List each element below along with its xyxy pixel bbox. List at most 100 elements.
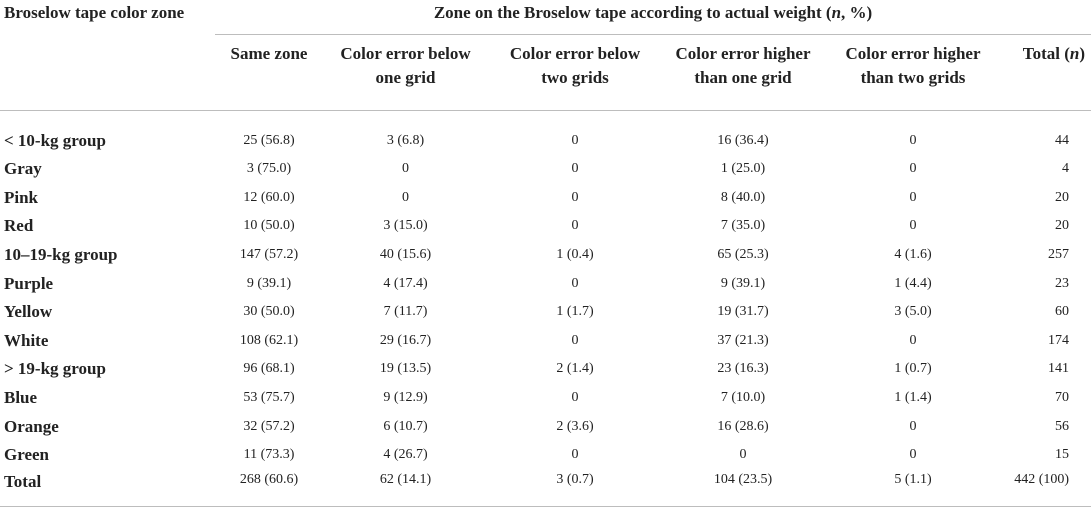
total-header-suffix: ) xyxy=(1079,44,1086,63)
column-header-line: Color error higher xyxy=(675,44,811,63)
table-cell: 29 (16.7) xyxy=(379,332,432,348)
column-header-higher-one: Color error higher than one grid xyxy=(662,34,824,111)
column-header-line: two grids xyxy=(541,68,609,87)
table-row: Total 268 (60.6) 62 (14.1) 3 (0.7) 104 (23.5… xyxy=(0,469,1091,507)
table-cell: 12 (60.0) xyxy=(243,189,295,205)
table-cell: 16 (28.6) xyxy=(717,418,769,434)
table-cell: 4 (1.6) xyxy=(894,247,932,263)
table-cell: 60 xyxy=(1055,304,1070,320)
column-header-higher-two: Color error higher than two grids xyxy=(824,34,1002,111)
spanning-header-italic: n xyxy=(831,3,842,22)
table-cell: 0 xyxy=(571,332,579,348)
table-cell: 3 (0.7) xyxy=(488,469,662,507)
table-cell: 268 (60.6) xyxy=(215,469,323,507)
table-cell: 0 xyxy=(909,218,917,234)
table-cell: 0 xyxy=(909,133,917,148)
table-cell: 141 xyxy=(1048,361,1070,377)
row-label: Yellow xyxy=(4,302,53,322)
table-cell: 65 (25.3) xyxy=(717,247,769,263)
table-row: Purple 9 (39.1) 4 (17.4) 0 9 (39.1) 1 (4.4) 23 xyxy=(0,269,1091,298)
table-cell: 1 (1.7) xyxy=(556,304,594,320)
table-cell: 0 xyxy=(571,447,579,463)
table-cell: 23 xyxy=(1055,275,1070,291)
table-cell: 7 (10.0) xyxy=(720,390,766,406)
table-cell: 0 xyxy=(909,418,917,434)
row-label: Red xyxy=(4,216,34,236)
table-cell: 0 xyxy=(571,161,579,177)
column-header-line: one grid xyxy=(375,68,436,87)
table-cell: 0 xyxy=(402,189,409,205)
table-cell: 19 (31.7) xyxy=(717,304,769,320)
table-row: Pink 12 (60.0) 0 0 8 (40.0) 0 20 xyxy=(0,184,1091,213)
table-cell: 4 (17.4) xyxy=(383,275,428,291)
table-cell: 4 (26.7) xyxy=(383,447,428,463)
table-cell: 9 (12.9) xyxy=(383,390,428,406)
row-label: Total xyxy=(0,469,215,507)
table-cell: 56 xyxy=(1055,418,1070,434)
column-header-line: Color error below xyxy=(509,44,641,63)
stub-column-header: Broselow tape color zone xyxy=(4,3,185,22)
column-header-total: Total (n) xyxy=(1002,34,1091,111)
table-cell: 104 (23.5) xyxy=(662,469,824,507)
table-cell: 25 (56.8) xyxy=(243,133,295,148)
column-header-below-two: Color error below two grids xyxy=(488,34,662,111)
table-cell: 0 xyxy=(571,390,579,406)
stub-header-spacer xyxy=(0,34,215,111)
table-cell: 1 (4.4) xyxy=(894,275,932,291)
table-cell: 1 (0.7) xyxy=(894,361,932,377)
table-cell: 3 (75.0) xyxy=(246,161,292,177)
column-header-line: Same zone xyxy=(230,44,308,63)
table-cell: 96 (68.1) xyxy=(243,361,295,377)
table-cell: 9 (39.1) xyxy=(720,275,766,291)
table-cell: 7 (11.7) xyxy=(383,304,428,320)
table-cell: 147 (57.2) xyxy=(239,247,299,263)
table-cell: 40 (15.6) xyxy=(379,247,432,263)
table-row: > 19-kg group 96 (68.1) 19 (13.5) 2 (1.4) 23… xyxy=(0,355,1091,384)
table-cell: 6 (10.7) xyxy=(383,418,428,434)
spanning-header-prefix: Zone on the Broselow tape according to a… xyxy=(433,3,832,22)
table-row: Red 10 (50.0) 3 (15.0) 0 7 (35.0) 0 20 xyxy=(0,212,1091,241)
row-label: Purple xyxy=(4,273,54,293)
row-label: Pink xyxy=(4,187,39,207)
table-row: Gray 3 (75.0) 0 0 1 (25.0) 0 4 xyxy=(0,155,1091,184)
table-cell: 0 xyxy=(909,161,917,177)
table-row: Yellow 30 (50.0) 7 (11.7) 1 (1.7) 19 (31.7) 3… xyxy=(0,298,1091,327)
table-cell: 11 (73.3) xyxy=(243,447,295,463)
row-label: 10–19-kg group xyxy=(4,245,118,265)
table-cell: 0 xyxy=(571,218,579,234)
column-header-line: Color error below xyxy=(340,44,471,63)
column-header-line: than one grid xyxy=(694,68,792,87)
table-cell: 19 (13.5) xyxy=(379,361,432,377)
table-cell: 0 xyxy=(571,133,579,148)
table-cell: 174 xyxy=(1048,332,1070,348)
table-cell: 0 xyxy=(909,447,917,463)
total-header-italic: n xyxy=(1069,44,1080,63)
table-cell: 23 (16.3) xyxy=(717,361,769,377)
table-row: < 10-kg group 25 (56.8) 3 (6.8) 0 16 (36.4) 0… xyxy=(0,111,1091,156)
table-body: < 10-kg group 25 (56.8) 3 (6.8) 0 16 (36.4) 0… xyxy=(0,111,1091,507)
table-cell: 3 (15.0) xyxy=(383,218,428,234)
column-header-line: Color error higher xyxy=(845,44,981,63)
table-cell: 10 (50.0) xyxy=(243,218,295,234)
table-cell: 1 (0.4) xyxy=(556,247,594,263)
row-label: < 10-kg group xyxy=(4,131,106,150)
row-label: Gray xyxy=(4,159,42,179)
table-cell: 3 (5.0) xyxy=(894,304,932,320)
table-row: Blue 53 (75.7) 9 (12.9) 0 7 (10.0) 1 (1.4) 70 xyxy=(0,384,1091,413)
table-row: Green 11 (73.3) 4 (26.7) 0 0 0 15 xyxy=(0,441,1091,470)
table-cell: 20 xyxy=(1055,218,1070,234)
table-cell: 5 (1.1) xyxy=(824,469,1002,507)
table-header: Broselow tape color zone Zone on the Bro… xyxy=(0,0,1091,111)
table-cell: 70 xyxy=(1055,390,1070,406)
table-row: Orange 32 (57.2) 6 (10.7) 2 (3.6) 16 (28.6) 0… xyxy=(0,412,1091,441)
table-cell: 108 (62.1) xyxy=(239,332,299,348)
table-row: White 108 (62.1) 29 (16.7) 0 37 (21.3) 0 174 xyxy=(0,327,1091,356)
row-label: Orange xyxy=(4,416,59,436)
table-cell: 44 xyxy=(1055,133,1070,148)
table-cell: 0 xyxy=(571,275,579,291)
table-cell: 0 xyxy=(909,189,917,205)
table-cell: 1 (1.4) xyxy=(894,390,932,406)
table-cell: 3 (6.8) xyxy=(386,133,425,148)
table-cell: 0 xyxy=(909,332,917,348)
